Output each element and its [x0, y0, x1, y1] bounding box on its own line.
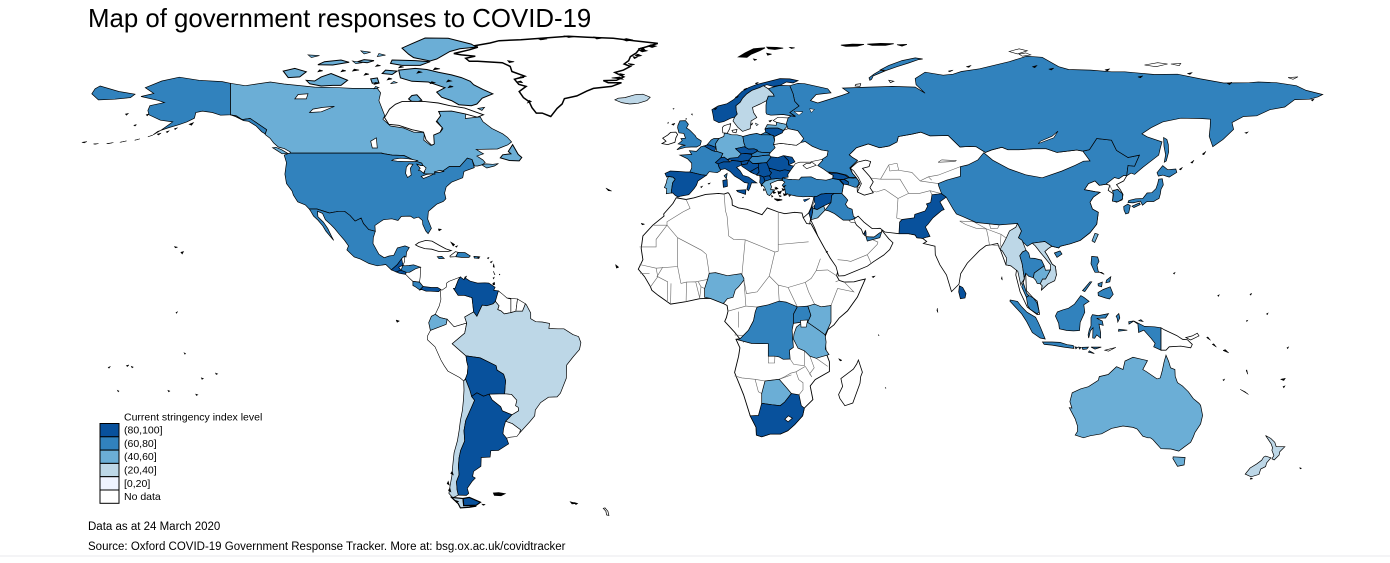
svg-text:No data: No data [124, 491, 161, 503]
svg-text:Map of government responses to: Map of government responses to COVID-19 [88, 5, 591, 33]
svg-text:(20,40]: (20,40] [124, 465, 157, 477]
svg-text:Current stringency index level: Current stringency index level [124, 412, 262, 424]
svg-text:(60,80]: (60,80] [124, 438, 157, 450]
svg-text:Source: Oxford COVID-19 Govern: Source: Oxford COVID-19 Government Respo… [88, 541, 566, 553]
svg-text:[0,20]: [0,20] [124, 478, 150, 490]
svg-text:Data as at 24 March 2020: Data as at 24 March 2020 [88, 521, 220, 533]
svg-text:(40,60]: (40,60] [124, 451, 157, 463]
svg-text:(80,100]: (80,100] [124, 425, 163, 437]
